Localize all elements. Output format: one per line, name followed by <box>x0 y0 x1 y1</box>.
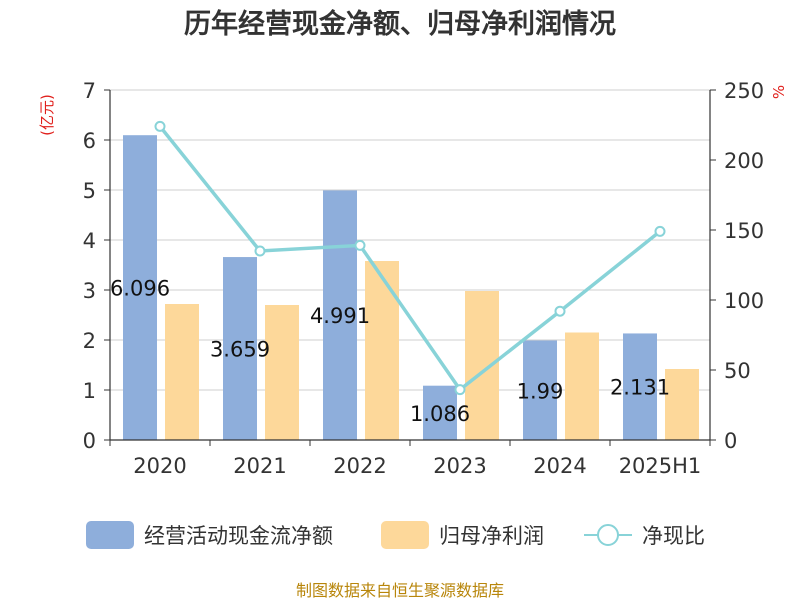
ratio-line-path <box>158 125 662 393</box>
axes: 0 1 2 3 4 5 6 7 0 50 100 150 200 250 2020 2021 2022 2023 2… <box>83 79 764 478</box>
left-tick-label: 0 <box>83 429 96 453</box>
bar-value-label: 1.99 <box>517 379 564 403</box>
source-note: 制图数据来自恒生聚源数据库 <box>296 581 504 600</box>
right-axis-unit: % <box>770 85 788 99</box>
x-tick-label: 2024 <box>533 454 586 478</box>
bar-operating-cash-flow <box>523 340 557 440</box>
left-tick-label: 7 <box>83 79 96 103</box>
grid-lines <box>110 89 710 391</box>
right-tick-label: 0 <box>724 429 737 453</box>
bar-net-profit <box>565 332 599 440</box>
left-tick-label: 2 <box>83 329 96 353</box>
right-tick-label: 100 <box>724 289 764 313</box>
bar-operating-cash-flow <box>623 333 657 440</box>
legend-swatch-bar <box>86 521 134 549</box>
legend-swatch-marker <box>597 524 619 546</box>
right-tick-label: 200 <box>724 149 764 173</box>
x-tick-label: 2021 <box>233 454 286 478</box>
ratio-point <box>354 239 366 251</box>
legend-swatch-bar <box>381 521 429 549</box>
bar-operating-cash-flow <box>123 135 157 440</box>
bar-net-profit <box>465 291 499 440</box>
left-tick-label: 1 <box>83 379 96 403</box>
ratio-point <box>154 120 166 132</box>
x-tick-label: 2022 <box>333 454 386 478</box>
bars <box>123 135 699 440</box>
legend-label: 净现比 <box>642 524 705 548</box>
left-tick-label: 6 <box>83 129 96 153</box>
chart-title: 历年经营现金净额、归母净利润情况 <box>184 8 616 40</box>
ratio-line <box>154 120 666 396</box>
left-tick-label: 4 <box>83 229 96 253</box>
x-tick-label: 2020 <box>133 454 186 478</box>
legend: 经营活动现金流净额 归母净利润 净现比 <box>86 521 705 549</box>
bar-value-label: 3.659 <box>210 338 270 362</box>
right-tick-label: 50 <box>724 359 751 383</box>
ratio-point <box>254 245 266 257</box>
bar-net-profit <box>365 261 399 440</box>
x-tick-label: 2023 <box>433 454 486 478</box>
legend-label: 归母净利润 <box>439 524 544 548</box>
ratio-point <box>654 225 666 237</box>
bar-net-profit <box>665 369 699 440</box>
bar-operating-cash-flow <box>323 190 357 440</box>
bar-value-label: 1.086 <box>410 402 470 426</box>
legend-label: 经营活动现金流净额 <box>144 524 333 548</box>
right-tick-label: 150 <box>724 219 764 243</box>
ratio-point <box>454 384 466 396</box>
ratio-point <box>554 305 566 317</box>
bar-net-profit <box>265 305 299 440</box>
right-tick-label: 250 <box>724 79 764 103</box>
x-tick-label: 2025H1 <box>619 454 702 478</box>
left-tick-label: 5 <box>83 179 96 203</box>
bar-value-label: 4.991 <box>310 304 370 328</box>
bar-value-label: 6.096 <box>110 277 170 301</box>
bar-operating-cash-flow <box>223 257 257 440</box>
left-axis-unit: (亿元) <box>38 94 56 136</box>
data-labels: 6.096 3.659 4.991 1.086 1.99 2.131 <box>110 277 670 426</box>
bar-net-profit <box>165 304 199 440</box>
bar-operating-cash-flow <box>423 385 457 440</box>
left-tick-label: 3 <box>83 279 96 303</box>
bar-value-label: 2.131 <box>610 376 670 400</box>
